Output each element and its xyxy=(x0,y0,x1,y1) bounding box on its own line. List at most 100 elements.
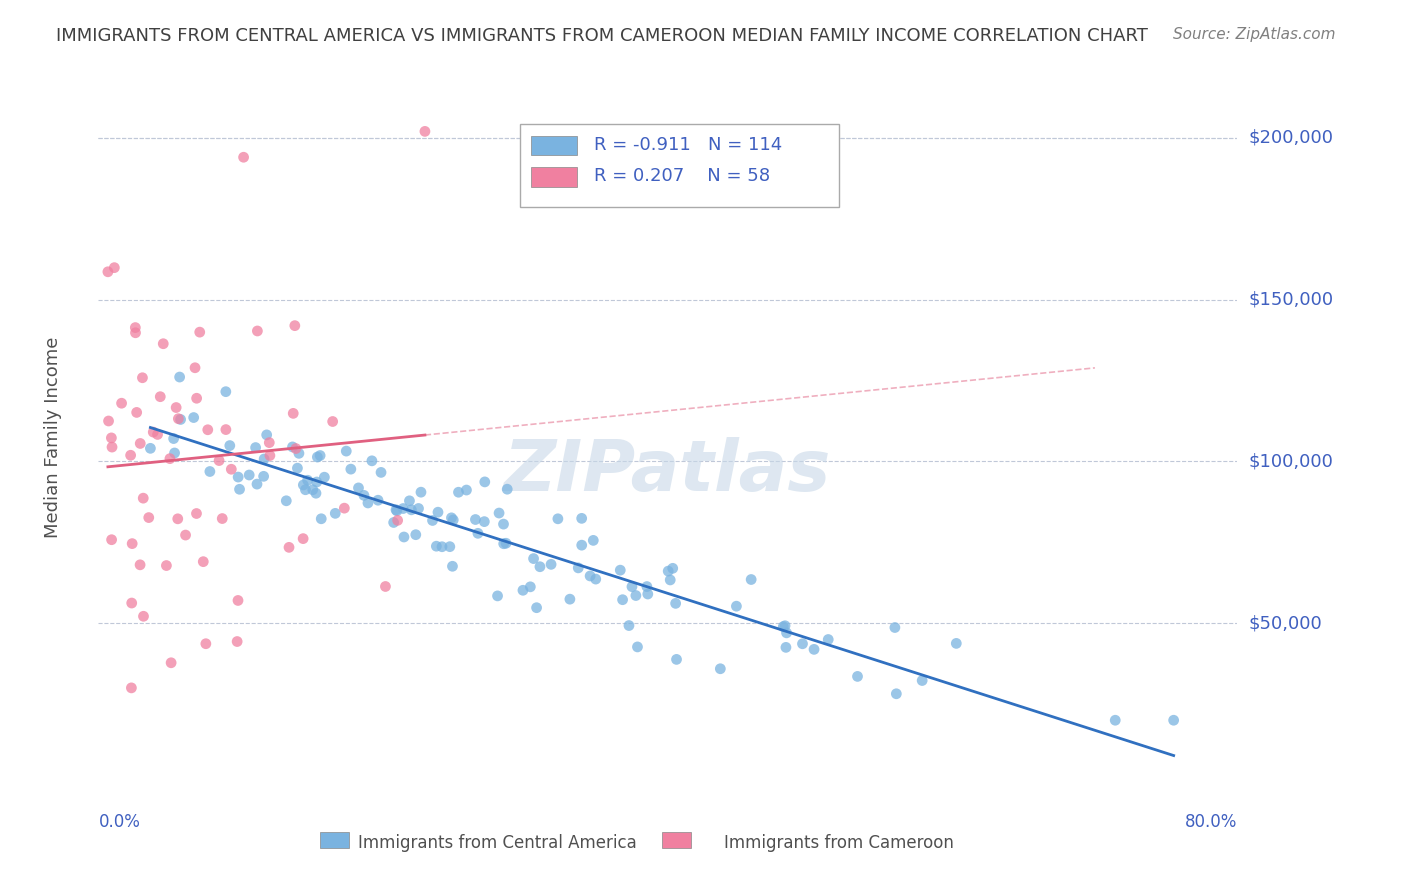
Point xyxy=(142,425,165,439)
Point xyxy=(340,462,363,476)
Point xyxy=(637,587,659,601)
Text: 80.0%: 80.0% xyxy=(1185,813,1237,830)
Point xyxy=(526,600,548,615)
Point xyxy=(387,513,409,527)
Point xyxy=(194,637,217,651)
Bar xyxy=(531,136,576,155)
Point xyxy=(911,673,934,688)
Point xyxy=(385,504,408,518)
Point xyxy=(253,469,276,483)
Point xyxy=(103,260,125,275)
Point xyxy=(430,540,453,554)
Point xyxy=(278,541,301,555)
Point xyxy=(165,401,187,415)
Point xyxy=(441,559,464,574)
Point xyxy=(305,475,328,489)
Point xyxy=(183,410,205,425)
Point xyxy=(447,485,470,500)
Point xyxy=(357,496,380,510)
Point xyxy=(612,592,634,607)
Point xyxy=(883,620,905,634)
Point xyxy=(519,580,541,594)
Point xyxy=(284,442,307,456)
Point xyxy=(132,491,155,505)
Point xyxy=(740,573,762,587)
Point xyxy=(139,442,162,456)
Point xyxy=(186,507,208,521)
Point xyxy=(522,551,544,566)
Point xyxy=(121,596,143,610)
Point xyxy=(585,572,607,586)
Point xyxy=(131,370,153,384)
Point xyxy=(529,559,551,574)
Point xyxy=(886,687,908,701)
Point xyxy=(221,462,243,476)
Point xyxy=(149,390,172,404)
Point xyxy=(307,450,329,464)
Point xyxy=(288,446,311,460)
Point xyxy=(659,573,682,587)
Point xyxy=(120,681,142,695)
Point xyxy=(495,536,517,550)
Point xyxy=(188,325,211,339)
Point xyxy=(392,530,415,544)
Text: 0.0%: 0.0% xyxy=(98,813,141,830)
Point xyxy=(624,589,647,603)
Point xyxy=(294,483,316,497)
Point xyxy=(803,642,825,657)
Point xyxy=(100,431,122,445)
Text: Immigrants from Cameroon: Immigrants from Cameroon xyxy=(724,834,953,852)
Point xyxy=(155,558,177,573)
Point xyxy=(409,485,432,500)
Point xyxy=(284,318,307,333)
Point xyxy=(427,505,450,519)
Point xyxy=(159,451,181,466)
Point xyxy=(208,453,231,467)
Point xyxy=(665,652,688,666)
Point xyxy=(492,517,515,532)
Point xyxy=(488,506,510,520)
Point xyxy=(305,486,328,500)
Point xyxy=(162,432,184,446)
Point xyxy=(226,470,249,484)
Point xyxy=(626,640,648,654)
Point xyxy=(226,593,249,607)
Point xyxy=(353,488,375,502)
Point xyxy=(709,662,731,676)
Point xyxy=(439,540,461,554)
Text: $50,000: $50,000 xyxy=(1249,615,1323,632)
Point xyxy=(186,391,208,405)
Point xyxy=(110,396,132,410)
Point xyxy=(456,483,478,497)
Point xyxy=(309,449,332,463)
Bar xyxy=(321,832,349,847)
Point xyxy=(169,370,191,384)
Text: Source: ZipAtlas.com: Source: ZipAtlas.com xyxy=(1173,27,1336,42)
Point xyxy=(124,320,146,334)
Point xyxy=(636,580,658,594)
Point xyxy=(314,470,336,484)
Point xyxy=(322,415,344,429)
Point xyxy=(301,483,323,497)
Point xyxy=(238,468,260,483)
Point xyxy=(772,619,794,633)
Point xyxy=(425,539,447,553)
Point xyxy=(309,512,332,526)
Point xyxy=(405,527,427,541)
FancyBboxPatch shape xyxy=(520,124,839,208)
Point xyxy=(775,625,797,640)
Point xyxy=(253,452,276,467)
Point xyxy=(335,444,357,458)
Point xyxy=(193,555,215,569)
Point xyxy=(579,569,602,583)
Point xyxy=(347,481,370,495)
Text: Immigrants from Central America: Immigrants from Central America xyxy=(357,834,637,852)
Point xyxy=(558,592,581,607)
Point xyxy=(246,324,269,338)
Point xyxy=(512,583,534,598)
Point xyxy=(571,511,593,525)
Point xyxy=(169,412,191,426)
Point xyxy=(492,537,515,551)
Point xyxy=(474,475,496,489)
Point xyxy=(408,501,430,516)
